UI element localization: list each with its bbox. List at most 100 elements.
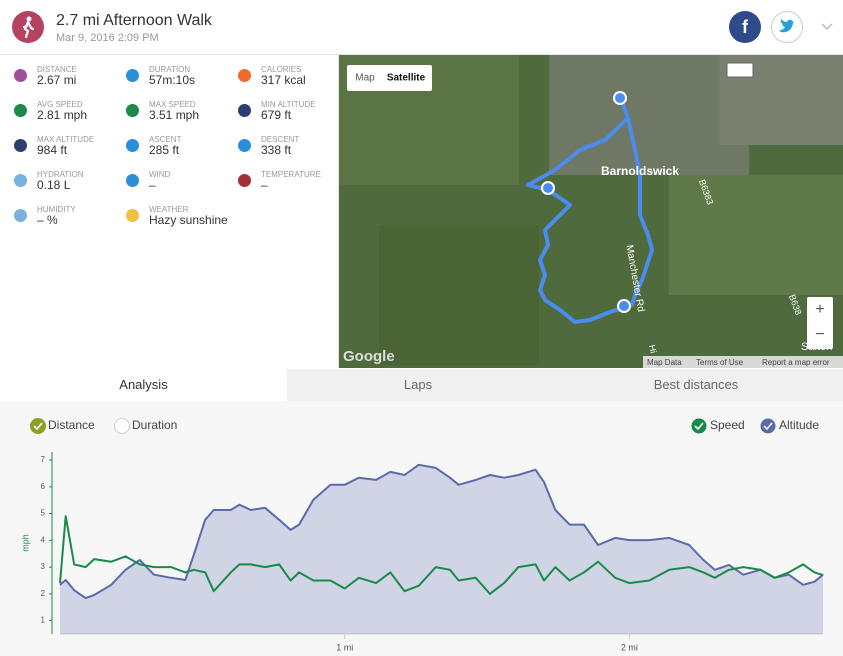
map-footer[interactable]: Map Data	[647, 358, 682, 367]
y-tick-label: 6	[41, 482, 46, 491]
stat-label: CALORIES	[261, 65, 302, 74]
stat-value: 2.81 mph	[37, 108, 88, 122]
road-label: Hi	[647, 344, 659, 355]
satellite-button[interactable]: Satellite	[387, 73, 426, 84]
tabs: Analysis Laps Best distances	[0, 369, 843, 401]
toggle[interactable]	[30, 418, 46, 434]
stat-value: 679 ft	[261, 108, 292, 122]
stat-icon	[126, 139, 139, 152]
route-marker	[613, 91, 627, 105]
map-footer[interactable]: Terms of Use	[696, 358, 744, 367]
y-tick-label: 2	[41, 589, 46, 598]
stat-label: MIN ALTITUDE	[261, 100, 316, 109]
y-tick-label: 5	[41, 509, 46, 518]
stat-label: AVG SPEED	[37, 100, 83, 109]
legend-marker[interactable]	[760, 418, 776, 434]
map-footer[interactable]: Report a map error	[762, 358, 830, 367]
y-tick-label: 7	[41, 455, 46, 464]
map: Map Satellite Barnoldswick Manchester Rd…	[339, 55, 843, 368]
expand-chevron[interactable]	[821, 23, 833, 31]
stat-icon	[14, 174, 27, 187]
check	[694, 422, 704, 431]
stat-label: HYDRATION	[37, 170, 84, 179]
chart-panel	[0, 401, 843, 656]
map-button[interactable]: Map	[355, 73, 375, 84]
share-buttons: f	[729, 11, 833, 43]
legend-label: Speed	[710, 418, 745, 432]
stat-value: 317 kcal	[261, 73, 306, 87]
facebook-button[interactable]	[729, 11, 761, 43]
stat-icon	[14, 69, 27, 82]
stat-value: –	[261, 178, 268, 192]
y-tick-label: 1	[41, 616, 46, 625]
y-tick-label: 4	[41, 535, 46, 544]
stats-panel: DISTANCE 2.67 mi DURATION 57m:10s CALORIES 31…	[0, 55, 339, 368]
facebook-icon: f	[742, 17, 749, 37]
toggle-label: Distance	[48, 418, 95, 432]
route-marker	[617, 299, 631, 313]
x-tick-label: 2 mi	[621, 642, 638, 652]
y-tick-label: 3	[41, 562, 46, 571]
check	[763, 422, 773, 431]
toggle[interactable]	[114, 418, 130, 434]
x-tick-label: 1 mi	[336, 642, 353, 652]
stat-icon	[126, 104, 139, 117]
header: 2.7 mi Afternoon Walk Mar 9, 2016 2:09 P…	[0, 0, 843, 55]
stat-icon	[126, 209, 139, 222]
tab[interactable]: Analysis	[0, 369, 287, 401]
stat-icon	[14, 139, 27, 152]
zoom-control[interactable]	[807, 297, 833, 349]
stat-label: WEATHER	[149, 205, 189, 214]
route	[526, 96, 654, 324]
stat-label: DURATION	[149, 65, 191, 74]
twitter-icon	[779, 19, 795, 33]
stat-value: 285 ft	[149, 143, 180, 157]
stat-label: MAX SPEED	[149, 100, 196, 109]
legend-marker[interactable]	[691, 418, 707, 434]
stat-label: DISTANCE	[37, 65, 77, 74]
stat-label: MAX ALTITUDE	[37, 135, 95, 144]
stat-label: HUMIDITY	[37, 205, 76, 214]
series-line	[59, 463, 824, 600]
place-label: Barnoldswick	[601, 164, 679, 178]
y-axis-label: mph	[20, 534, 30, 552]
activity-icon	[12, 11, 44, 43]
stat-value: 2.67 mi	[37, 73, 77, 87]
stat-value: 984 ft	[37, 143, 68, 157]
route-marker	[541, 181, 555, 195]
stat-icon	[14, 209, 27, 222]
tab[interactable]: Laps	[403, 377, 433, 392]
toggle-label: Duration	[132, 418, 177, 432]
zoom-in[interactable]: +	[815, 301, 824, 318]
stat-value: – %	[37, 213, 58, 227]
tab[interactable]: Best distances	[653, 377, 739, 392]
stat-icon	[238, 174, 251, 187]
activity-title: 2.7 mi Afternoon Walk	[56, 12, 212, 29]
stat-icon	[238, 139, 251, 152]
stat-value: 0.18 L	[37, 178, 71, 192]
stat-label: ASCENT	[149, 135, 182, 144]
google-logo: Google	[343, 348, 395, 365]
stat-value: 3.51 mph	[149, 108, 200, 122]
area	[60, 464, 823, 634]
series-line	[59, 515, 824, 595]
fullscreen-button[interactable]	[726, 62, 754, 78]
legend-label: Altitude	[779, 418, 819, 432]
stat-label: WIND	[149, 170, 171, 179]
stat-label: DESCENT	[261, 135, 300, 144]
chart: Distance Duration Speed Altitude mph 1 2 3 4 5 6 7 1…	[20, 418, 824, 652]
stat-value: –	[149, 178, 156, 192]
stat-value: 338 ft	[261, 143, 292, 157]
stat-icon	[126, 69, 139, 82]
stat-icon	[126, 174, 139, 187]
check	[33, 422, 43, 431]
stat-value: 57m:10s	[149, 73, 196, 87]
zoom-out[interactable]: −	[815, 326, 824, 343]
map-type-control[interactable]	[347, 65, 432, 91]
stat-icon	[238, 69, 251, 82]
stat-icon	[238, 104, 251, 117]
stat-value: Hazy sunshine	[149, 213, 228, 227]
stat-label: TEMPERATURE	[261, 170, 321, 179]
stat-icon	[14, 104, 27, 117]
